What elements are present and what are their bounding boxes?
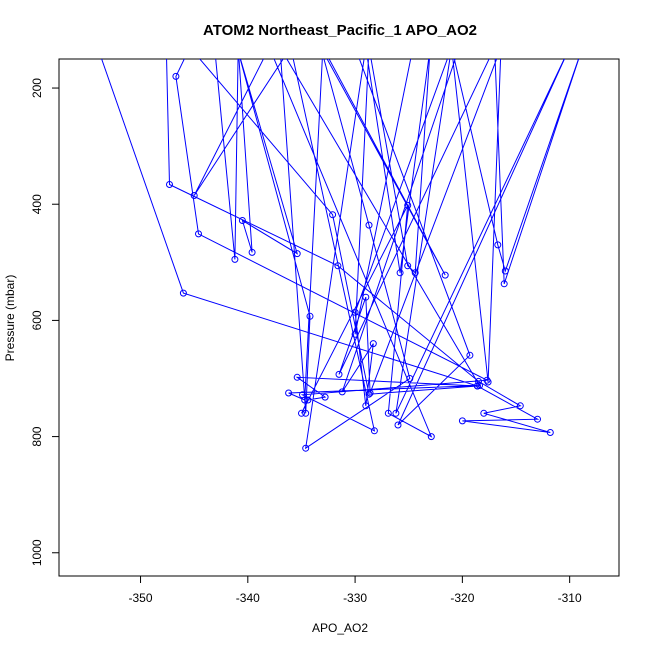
y-tick-label: 800 <box>30 426 44 446</box>
data-point <box>298 409 305 417</box>
data-point <box>441 271 449 279</box>
data-point <box>195 230 202 238</box>
data-point <box>293 250 301 258</box>
data-point <box>494 241 502 249</box>
data-point <box>370 427 378 435</box>
data-point <box>501 267 509 275</box>
x-tick-label: -310 <box>558 591 582 605</box>
data-point <box>351 308 359 316</box>
data-point <box>334 262 342 270</box>
data-point <box>362 402 370 410</box>
data-point <box>427 433 435 441</box>
data-point <box>338 388 346 396</box>
y-tick-label: 1000 <box>30 539 44 566</box>
data-point <box>411 269 419 277</box>
data-point <box>166 181 173 188</box>
data-point <box>392 409 400 417</box>
data-point <box>483 376 491 384</box>
data-point <box>306 312 314 320</box>
data-point <box>546 429 554 436</box>
data-point <box>466 351 474 359</box>
data-point <box>384 409 392 417</box>
data-point <box>362 293 370 301</box>
data-point <box>302 409 310 417</box>
chart-title: ATOM2 Northeast_Pacific_1 APO_AO2 <box>203 22 477 39</box>
data-point <box>484 378 492 386</box>
x-axis: -350 -340 -330 -320 -310 <box>129 576 582 605</box>
data-point <box>476 382 483 389</box>
x-tick-label: -320 <box>450 591 474 605</box>
data-point <box>285 389 293 397</box>
data-point <box>366 389 374 397</box>
data-point <box>301 396 309 404</box>
data-point <box>480 409 488 417</box>
y-tick-label: 200 <box>30 78 44 98</box>
data-point <box>302 444 310 452</box>
data-point <box>500 280 508 288</box>
data-point <box>458 417 466 425</box>
data-point <box>231 255 239 263</box>
data-point <box>304 396 312 404</box>
data-point <box>396 269 404 277</box>
data-point <box>516 402 524 410</box>
data-point <box>406 375 414 382</box>
data-point <box>394 421 402 429</box>
data-point <box>321 393 329 401</box>
x-axis-label: APO_AO2 <box>312 621 368 635</box>
data-point <box>329 211 337 219</box>
y-axis-label: Pressure (mbar) <box>3 275 17 362</box>
x-tick-label: -330 <box>343 591 367 605</box>
data-point <box>475 377 482 385</box>
plot-frame <box>58 58 620 577</box>
data-point <box>190 192 198 199</box>
series-line <box>101 59 580 450</box>
data-point <box>179 289 187 297</box>
data-point <box>335 370 343 378</box>
x-tick-label: -350 <box>129 591 153 605</box>
data-point <box>351 330 359 338</box>
y-tick-label: 600 <box>30 310 44 330</box>
data-point <box>369 340 377 348</box>
data-point <box>293 373 301 381</box>
data-point <box>365 221 373 229</box>
data-point <box>238 217 246 224</box>
data-point <box>404 262 412 270</box>
data-point <box>172 72 180 80</box>
data-point <box>534 415 541 423</box>
data-point <box>248 248 256 256</box>
y-tick-label: 400 <box>30 194 44 214</box>
y-axis: 200 400 600 800 1000 <box>30 78 59 566</box>
data-layer <box>101 59 580 452</box>
x-tick-label: -340 <box>236 591 260 605</box>
data-point <box>404 201 412 209</box>
data-point <box>365 390 373 398</box>
